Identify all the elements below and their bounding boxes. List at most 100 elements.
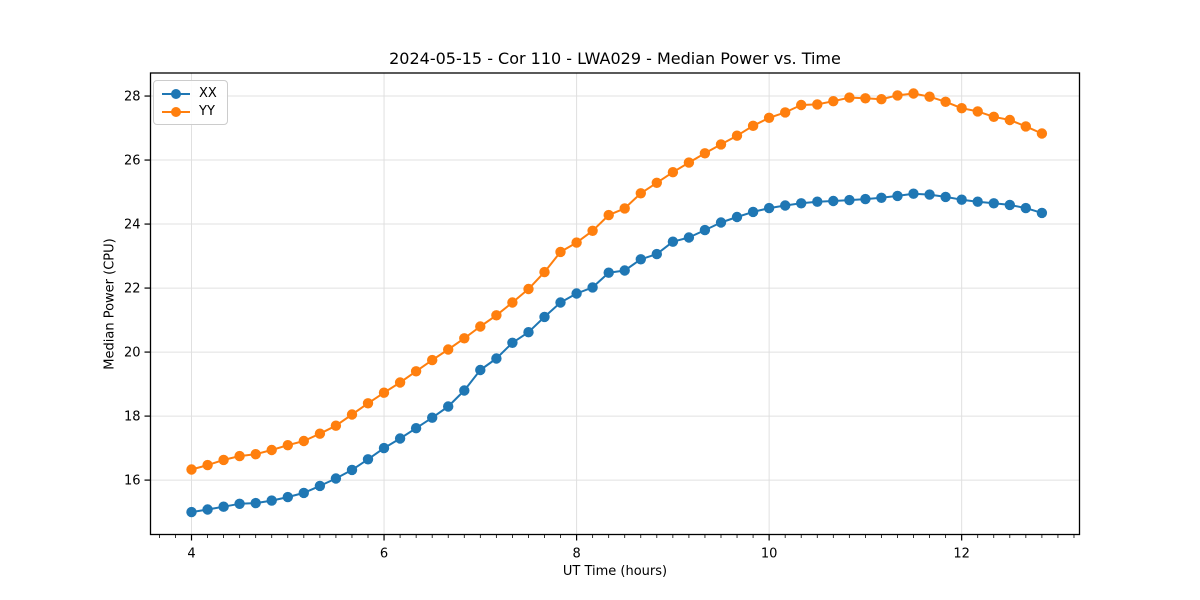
y-tick-label: 28 bbox=[124, 90, 141, 105]
data-point-XX bbox=[362, 454, 374, 465]
data-point-YY bbox=[1036, 128, 1048, 139]
data-point-YY bbox=[1020, 121, 1031, 132]
data-point-YY bbox=[731, 130, 743, 141]
data-point-YY bbox=[747, 120, 759, 131]
data-point-XX bbox=[1004, 199, 1015, 211]
legend-item-YY: YY bbox=[161, 104, 217, 119]
data-point-XX bbox=[699, 224, 711, 236]
data-point-XX bbox=[972, 196, 983, 207]
data-point-XX bbox=[924, 189, 935, 200]
data-point-YY bbox=[346, 409, 358, 420]
data-point-XX bbox=[314, 480, 326, 492]
x-tick-label: 10 bbox=[761, 547, 778, 562]
data-point-XX bbox=[282, 491, 293, 503]
data-point-YY bbox=[475, 321, 486, 332]
data-point-YY bbox=[635, 188, 646, 199]
legend-marker-XX bbox=[162, 88, 190, 99]
data-point-YY bbox=[683, 157, 695, 168]
data-point-XX bbox=[186, 506, 197, 518]
data-point-YY bbox=[459, 333, 470, 344]
legend-marker-YY bbox=[162, 106, 190, 117]
data-point-XX bbox=[587, 282, 598, 293]
gridlines bbox=[150, 73, 1080, 535]
data-point-XX bbox=[234, 498, 245, 509]
data-point-YY bbox=[218, 454, 229, 466]
data-point-YY bbox=[571, 237, 582, 248]
data-point-YY bbox=[378, 387, 390, 398]
data-point-YY bbox=[250, 449, 261, 460]
data-point-YY bbox=[266, 444, 277, 456]
y-tick-label: 24 bbox=[124, 218, 141, 233]
data-point-XX bbox=[892, 190, 903, 202]
y-tick-label: 16 bbox=[124, 474, 141, 489]
data-point-YY bbox=[394, 377, 406, 388]
data-point-XX bbox=[266, 495, 277, 506]
data-point-YY bbox=[828, 96, 839, 107]
data-point-XX bbox=[507, 337, 518, 348]
x-tick-label: 4 bbox=[187, 547, 195, 562]
data-point-XX bbox=[956, 194, 967, 205]
data-point-YY bbox=[507, 297, 518, 308]
data-point-YY bbox=[202, 459, 213, 471]
data-point-XX bbox=[346, 464, 358, 476]
data-point-YY bbox=[330, 420, 342, 431]
data-point-XX bbox=[988, 198, 999, 209]
data-point-YY bbox=[234, 450, 245, 462]
data-point-YY bbox=[812, 99, 823, 110]
data-point-YY bbox=[763, 112, 775, 124]
data-point-XX bbox=[828, 195, 839, 207]
data-point-XX bbox=[427, 412, 438, 423]
axes-frame bbox=[149, 72, 1081, 536]
data-point-XX bbox=[218, 501, 229, 512]
legend-item-XX: XX bbox=[161, 86, 217, 101]
data-point-XX bbox=[475, 364, 486, 376]
data-point-XX bbox=[1036, 207, 1048, 219]
data-point-YY bbox=[298, 435, 309, 447]
data-point-XX bbox=[202, 504, 213, 515]
data-point-YY bbox=[491, 310, 502, 321]
series-XX bbox=[186, 188, 1048, 518]
data-point-YY bbox=[603, 209, 614, 221]
data-point-YY bbox=[427, 354, 438, 366]
data-point-XX bbox=[763, 202, 775, 214]
data-point-YY bbox=[362, 398, 374, 409]
data-point-YY bbox=[282, 440, 293, 451]
data-point-YY bbox=[523, 283, 534, 295]
data-point-XX bbox=[443, 401, 454, 412]
chart-title: 2024-05-15 - Cor 110 - LWA029 - Median P… bbox=[389, 49, 841, 68]
ticks: 4 6 8 10 12 16 18 20 22 24 26 28 bbox=[124, 90, 1075, 562]
data-point-YY bbox=[314, 428, 326, 439]
data-point-YY bbox=[619, 203, 630, 214]
legend: XX YY bbox=[153, 80, 228, 125]
data-point-XX bbox=[619, 265, 630, 276]
series-YY bbox=[186, 88, 1048, 475]
legend-label: XX bbox=[199, 86, 217, 101]
data-point-XX bbox=[683, 232, 695, 243]
data-point-XX bbox=[780, 200, 791, 211]
data-point-XX bbox=[844, 194, 855, 206]
data-point-YY bbox=[667, 167, 679, 178]
data-point-XX bbox=[667, 236, 679, 247]
data-point-XX bbox=[908, 188, 919, 199]
data-point-XX bbox=[1020, 202, 1031, 214]
series-line-XX bbox=[190, 192, 1043, 514]
data-point-YY bbox=[699, 148, 711, 159]
data-point-YY bbox=[651, 177, 662, 188]
data-point-YY bbox=[587, 225, 598, 236]
x-tick-label: 6 bbox=[380, 547, 388, 562]
y-tick-label: 20 bbox=[124, 346, 141, 361]
data-point-XX bbox=[539, 311, 550, 323]
x-tick-label: 12 bbox=[953, 547, 970, 562]
data-point-YY bbox=[892, 90, 903, 101]
data-point-XX bbox=[731, 211, 743, 223]
data-point-YY bbox=[972, 106, 983, 117]
data-point-YY bbox=[186, 464, 197, 475]
data-point-YY bbox=[715, 139, 727, 150]
data-point-XX bbox=[250, 497, 261, 509]
data-point-XX bbox=[876, 192, 887, 203]
data-point-YY bbox=[924, 91, 935, 102]
data-point-XX bbox=[571, 288, 582, 299]
y-tick-label: 18 bbox=[124, 410, 141, 425]
data-point-YY bbox=[555, 246, 566, 258]
data-point-YY bbox=[410, 366, 422, 377]
